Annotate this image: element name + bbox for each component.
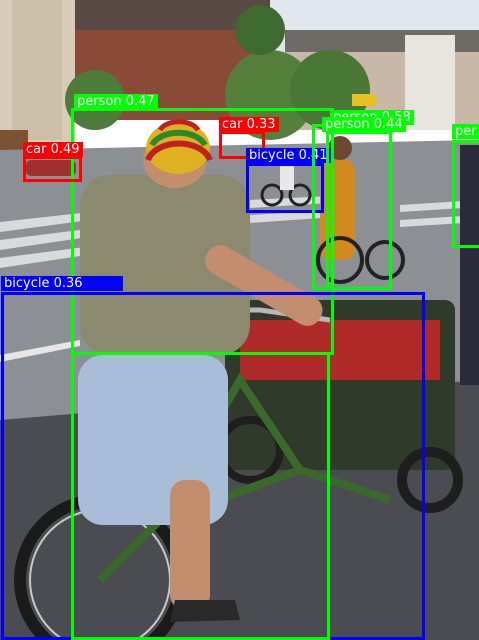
far-bike-wheel [260,183,284,207]
label-class: bicycle [4,276,50,291]
cyclist-leg [170,480,210,610]
far-cyclist [280,160,294,190]
label-class-truncated: per [455,124,477,139]
label-score: 0.36 [53,276,83,291]
detection-box-person [326,131,392,290]
bike-frame [97,372,392,583]
detection-label-person: per [452,124,479,139]
lane-line [0,340,80,362]
cyclist-arm [205,245,323,326]
front-wheel [397,447,463,513]
label-score: 0.33 [246,117,276,132]
sandal [170,600,240,622]
tree [235,5,285,55]
brick-roof [60,0,270,30]
detection-box-person [71,108,334,355]
detection-box-bicycle [246,163,324,213]
label-score: 0.49 [50,142,80,157]
far-bike-wheel [288,183,312,207]
label-class: person [77,94,122,109]
detection-label-person: person 0.44 [322,117,406,132]
label-class: bicycle [249,148,295,163]
detection-label-person: person 0.47 [74,94,158,109]
label-class: car [26,142,47,157]
bg-cyclist-head [328,136,352,160]
label-score: 0.44 [373,117,403,132]
label-class: car [222,117,243,132]
right-person [460,145,479,385]
road-sign [352,94,376,106]
cyclist-shirt [80,175,250,355]
detection-label-bicycle: bicycle 0.36 [1,276,123,291]
detection-label-car: car 0.33 [219,117,279,132]
label-score: 0.47 [125,94,155,109]
bg-bike-wheel [316,236,364,284]
bg-bike-wheel [365,240,405,280]
detection-box-car [23,156,82,182]
red-blanket [240,320,440,380]
label-class: person [325,117,370,132]
detection-label-bicycle: bicycle 0.41 [246,148,331,163]
detection-label-car: car 0.49 [23,142,83,157]
detection-box-person-lower [71,355,330,640]
detection-box-person [452,140,479,248]
small-car [26,160,76,176]
detection-box-car [219,131,265,159]
church-tower [12,0,62,140]
